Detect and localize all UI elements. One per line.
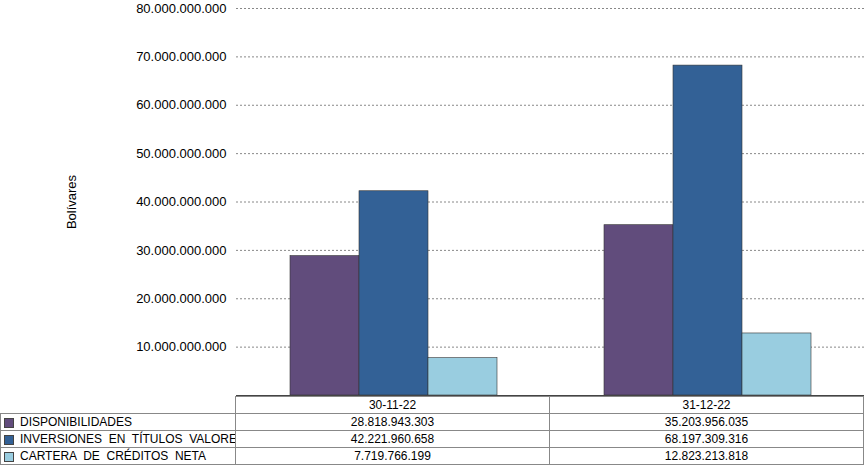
html-text:30-11-22: 30-11-22 [368,398,417,412]
html-text:35.203.956.035: 35.203.956.035 [664,415,749,429]
svg-text:Bolívares: Bolívares [64,174,79,229]
html-text:7.719.766.199: 7.719.766.199 [354,449,431,463]
svg-text:20.000.000.000: 20.000.000.000 [136,291,226,306]
html-text:68.197.309.316: 68.197.309.316 [664,432,749,446]
html-text:42.221.960.658: 42.221.960.658 [350,432,435,446]
svg-text:80.000.000.000: 80.000.000.000 [136,1,226,16]
svg-text:70.000.000.000: 70.000.000.000 [136,49,226,64]
html-text:DISPONIBILIDADES: DISPONIBILIDADES [20,415,132,429]
svg-text:10.000.000.000: 10.000.000.000 [136,339,226,354]
html-text:28.818.943.303: 28.818.943.303 [350,415,435,429]
svg-text:60.000.000.000: 60.000.000.000 [136,97,226,112]
svg-text:30.000.000.000: 30.000.000.000 [136,243,226,258]
svg-text:-: - [222,388,226,396]
html-text:12.823.213.818: 12.823.213.818 [664,449,749,463]
html-text:CARTERA DE CRÉDITOS NETA: CARTERA DE CRÉDITOS NETA [20,449,206,463]
svg-text:50.000.000.000: 50.000.000.000 [136,146,226,161]
html-text:31-12-22: 31-12-22 [682,398,731,412]
svg-text:40.000.000.000: 40.000.000.000 [136,194,226,209]
